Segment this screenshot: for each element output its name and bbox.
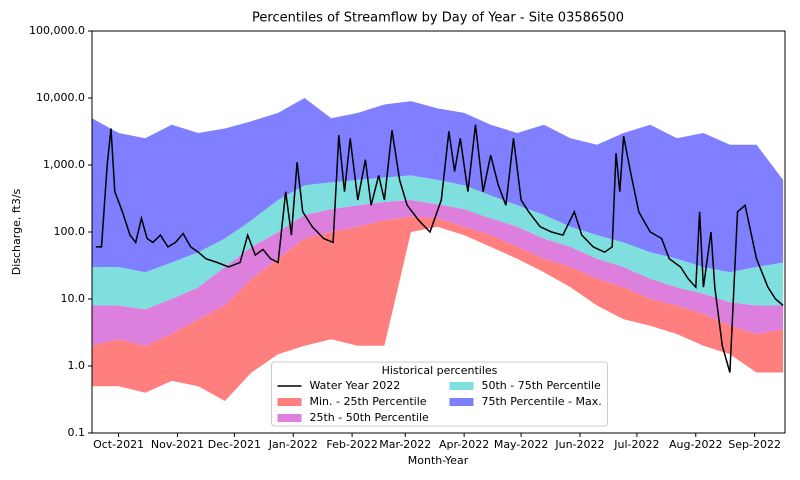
y-tick-label: 10,000.0	[36, 91, 85, 104]
x-tick-label: May-2022	[494, 438, 549, 451]
flow-line	[95, 124, 784, 373]
percentile-band	[92, 216, 784, 401]
legend-swatch	[277, 414, 302, 422]
x-tick-label: Aug-2022	[669, 438, 722, 451]
y-tick-label: 100.0	[54, 225, 86, 238]
x-axis-label: Month-Year	[408, 454, 469, 467]
x-tick-label: Jul-2022	[613, 438, 659, 451]
x-tick-label: Nov-2021	[151, 438, 204, 451]
y-tick-label: 1.0	[68, 359, 86, 372]
x-tick-label: Dec-2021	[208, 438, 261, 451]
percentile-band	[92, 200, 784, 346]
legend-swatch	[277, 398, 302, 406]
x-tick-label: Apr-2022	[439, 438, 489, 451]
x-tick-label: Oct-2021	[93, 438, 144, 451]
legend-label: Water Year 2022	[310, 379, 401, 392]
chart-title: Percentiles of Streamflow by Day of Year…	[252, 11, 624, 26]
legend-label: 50th - 75th Percentile	[482, 379, 602, 392]
x-tick-label: Mar-2022	[379, 438, 431, 451]
legend-box	[271, 361, 608, 427]
x-tick-label: Feb-2022	[326, 438, 377, 451]
legend: Historical percentiles Water Year 2022 Min…	[271, 361, 608, 427]
legend-title: Historical percentiles	[382, 364, 498, 377]
x-tick-label: Jan-2022	[268, 438, 318, 451]
percentile-band	[92, 98, 784, 273]
plot-area	[92, 98, 784, 401]
legend-label: 75th Percentile - Max.	[482, 395, 602, 408]
legend-swatch	[449, 382, 474, 390]
legend-label: 25th - 50th Percentile	[310, 411, 430, 424]
x-tick-label: Sep-2022	[728, 438, 781, 451]
percentile-band	[92, 175, 784, 310]
y-tick-label: 10.0	[61, 292, 86, 305]
y-tick-label: 100,000.0	[29, 24, 85, 37]
y-tick-label: 0.1	[68, 426, 86, 439]
y-tick-label: 1,000.0	[43, 158, 85, 171]
areas	[92, 98, 784, 401]
y-axis-label: Discharge, ft3/s	[10, 188, 23, 275]
legend-swatch	[449, 398, 474, 406]
legend-label: Min. - 25th Percentile	[310, 395, 427, 408]
x-tick-label: Jun-2022	[554, 438, 604, 451]
